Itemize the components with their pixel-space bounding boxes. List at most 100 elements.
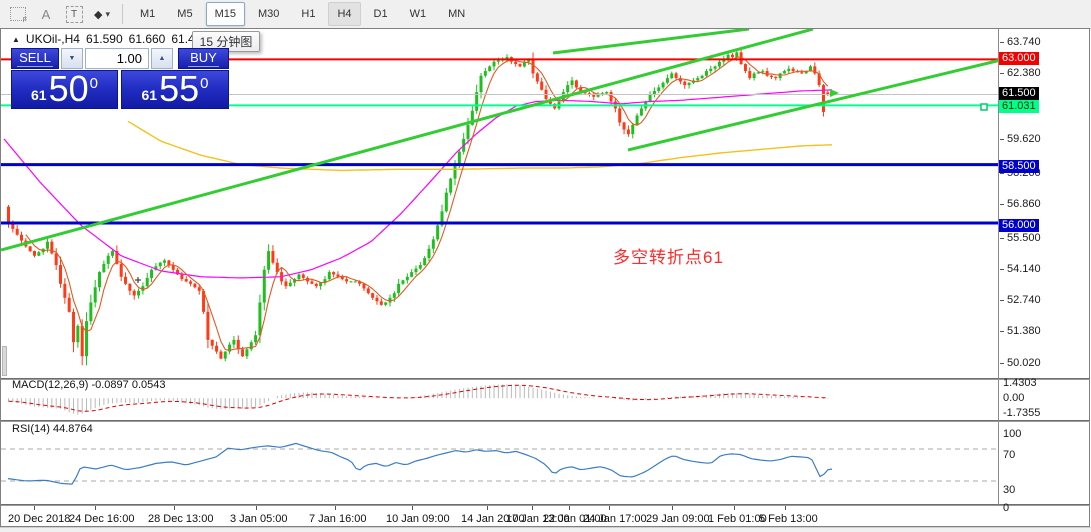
ask-superscript: 0 — [200, 75, 209, 92]
time-axis-label: 10 Jan 09:00 — [386, 513, 450, 525]
time-axis-tick — [785, 506, 786, 510]
time-axis-label: 1 Feb 01:00 — [708, 513, 767, 525]
time-axis-tick — [734, 506, 735, 510]
sell-button[interactable]: SELL — [11, 48, 59, 69]
bid-big-digits: 50 — [48, 68, 89, 109]
wedge-upper-line — [552, 29, 750, 55]
time-axis-tick — [569, 506, 570, 510]
time-axis-label: 5 Feb 13:00 — [759, 513, 818, 525]
toolbar: F A T ◆ ▾ M1 M5 M15 M30 H1 H4 D1 W1 MN — [0, 0, 1091, 29]
time-axis-label: 14 Jan 20:00 — [461, 513, 525, 525]
time-axis-tick — [256, 506, 257, 510]
shapes-icon: ◆ — [94, 8, 103, 21]
price-axis-label: 56.860 — [1000, 198, 1041, 210]
time-axis-label: 7 Jan 16:00 — [309, 513, 367, 525]
buy-button[interactable]: BUY — [178, 48, 229, 69]
open-value: 61.590 — [85, 32, 123, 46]
symbol-label: UKOil-,H4 — [25, 32, 80, 46]
object-anchor-marker — [135, 277, 141, 283]
text-box-icon[interactable]: T — [61, 2, 87, 26]
chart-annotation-text: 多空转折点61 — [613, 248, 724, 267]
timeframe-tooltip: 15 分钟图 — [192, 31, 260, 52]
trade-panel-top-row: SELL ▼ ▲ BUY — [11, 48, 229, 69]
shapes-icon[interactable]: ◆ ▾ — [89, 2, 115, 26]
macd-signal-line — [8, 384, 828, 412]
price-axis-label: 51.380 — [1000, 325, 1041, 337]
time-axis-label: 24 Jan 17:00 — [583, 513, 647, 525]
time-axis-label: 29 Jan 09:00 — [646, 513, 710, 525]
buy-button-label: BUY — [188, 50, 219, 67]
timeframe-button-m15[interactable]: M15 — [205, 2, 245, 26]
resistance-price-label: 63.000 — [999, 52, 1039, 65]
dropdown-caret-icon: ▾ — [105, 8, 110, 19]
high-value: 61.660 — [128, 32, 166, 46]
price-axis-label: 52.740 — [1000, 294, 1041, 306]
time-axis-label: 17 Jan 13:00 — [506, 513, 570, 525]
price-axis-label: 62.380 — [1000, 67, 1041, 79]
volume-input[interactable] — [85, 48, 149, 69]
bid-superscript: 0 — [89, 75, 98, 92]
panel-splitter[interactable] — [1, 378, 1090, 380]
timeframe-button-m1[interactable]: M1 — [140, 8, 156, 20]
panel-splitter[interactable] — [1, 420, 1090, 422]
ask-prefix: 61 — [141, 87, 158, 103]
ask-big-digits: 55 — [159, 68, 200, 109]
price-axis-label: 59.620 — [1000, 133, 1041, 145]
bid-prefix: 61 — [31, 87, 47, 103]
chart-window[interactable]: ▲ UKOil-,H4 61.590 61.660 61.440 61.500 … — [0, 28, 1090, 527]
rsi-indicator-label: RSI(14) 44.8764 — [12, 423, 93, 435]
price-axis-border — [998, 29, 999, 506]
time-axis-tick — [532, 506, 533, 510]
price-axis-label: 55.500 — [1000, 232, 1041, 244]
spinner-down-icon: ▼ — [68, 55, 76, 62]
rsi-axis-label: 70 — [1003, 449, 1016, 461]
time-axis-label: 22 Jan 01:00 — [543, 513, 607, 525]
macd-indicator-label: MACD(12,26,9) -0.0897 0.0543 — [12, 379, 166, 391]
time-axis-tick — [335, 506, 336, 510]
main-uptrend-line — [1, 29, 814, 252]
time-axis-tick — [609, 506, 610, 510]
timeframe-button-h4[interactable]: H4 — [328, 2, 361, 26]
toolbar-separator — [122, 4, 123, 24]
wedge-lower-ray — [627, 59, 998, 152]
time-axis-tick — [34, 506, 35, 510]
rsi-axis-label: 30 — [1003, 484, 1016, 496]
time-axis-tick — [174, 506, 175, 510]
time-axis-label: 3 Jan 05:00 — [230, 513, 288, 525]
time-axis-tick — [412, 506, 413, 510]
bottom-scroll-strip[interactable] — [0, 527, 1091, 532]
collapse-triangle-icon[interactable]: ▲ — [12, 34, 20, 44]
price-axis-label: 50.020 — [1000, 357, 1041, 369]
ma-fast-line — [25, 56, 829, 351]
text-a-icon[interactable]: A — [33, 2, 59, 26]
pattern-grid-icon[interactable]: F — [5, 2, 31, 26]
sell-button-label: SELL — [17, 50, 53, 67]
buy-price-button[interactable]: 61 55 0 — [121, 70, 229, 109]
timeframe-button-d1[interactable]: D1 — [373, 8, 388, 20]
ma-mid-line — [3, 89, 833, 279]
timeframe-button-h1[interactable]: H1 — [301, 8, 316, 20]
macd-axis-label: 1.4303 — [1003, 377, 1037, 389]
text-a-icon: A — [41, 6, 51, 22]
chart-canvas[interactable] — [1, 29, 1090, 526]
volume-increase-button[interactable]: ▲ — [151, 48, 173, 69]
timeframe-button-w1[interactable]: W1 — [409, 8, 427, 20]
panel-splitter — [1, 504, 1090, 506]
support-price-label: 58.500 — [999, 160, 1039, 173]
last-price-label: 61.500 — [999, 87, 1039, 100]
trend-arrow-icon — [830, 89, 839, 97]
support-price-label: 56.000 — [999, 219, 1039, 232]
sell-price-button[interactable]: 61 50 0 — [11, 70, 118, 109]
text-box-icon: T — [65, 5, 83, 23]
time-axis-label: 24 Dec 16:00 — [69, 513, 135, 525]
left-scroll-thumb[interactable] — [2, 346, 7, 376]
timeframe-button-mn[interactable]: MN — [448, 8, 466, 20]
time-axis-label: 20 Dec 2018 — [8, 513, 71, 525]
tooltip-text: 15 分钟图 — [199, 35, 253, 49]
rsi-axis-label: 0 — [1003, 502, 1010, 514]
timeframe-button-m30[interactable]: M30 — [257, 8, 280, 20]
timeframe-button-m5[interactable]: M5 — [177, 8, 193, 20]
ma-slow-line — [127, 120, 833, 172]
volume-decrease-button[interactable]: ▼ — [61, 48, 83, 69]
